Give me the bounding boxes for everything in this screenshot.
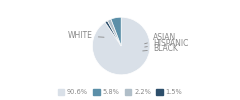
Text: ASIAN: ASIAN — [145, 33, 176, 44]
Wedge shape — [107, 19, 121, 46]
Wedge shape — [105, 21, 121, 46]
Text: WHITE: WHITE — [68, 31, 104, 40]
Legend: 90.6%, 5.8%, 2.2%, 1.5%: 90.6%, 5.8%, 2.2%, 1.5% — [56, 88, 184, 97]
Text: HISPANIC: HISPANIC — [145, 39, 188, 48]
Wedge shape — [92, 17, 150, 75]
Text: BLACK: BLACK — [143, 44, 178, 53]
Wedge shape — [111, 17, 121, 46]
